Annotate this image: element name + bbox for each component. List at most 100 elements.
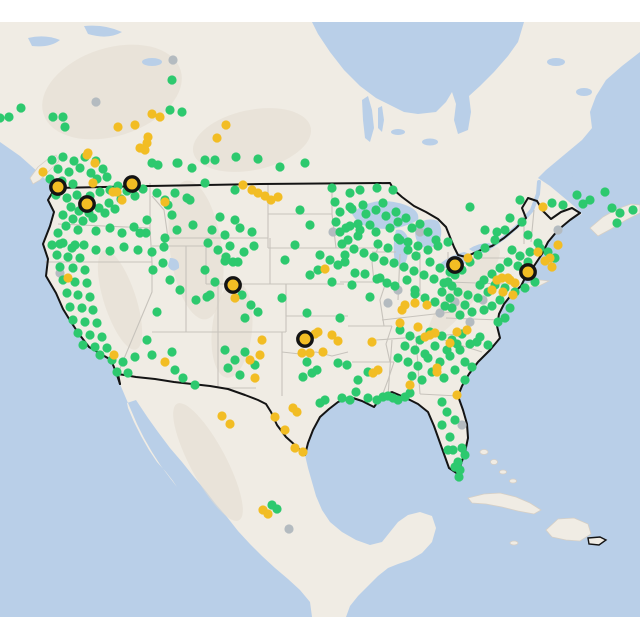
station-marker-green[interactable] [391, 207, 401, 217]
station-marker-green[interactable] [443, 237, 453, 247]
station-marker-green[interactable] [465, 202, 475, 212]
station-marker-green[interactable] [347, 204, 357, 214]
station-marker-green[interactable] [70, 277, 80, 287]
station-marker-yellow[interactable] [510, 278, 520, 288]
station-marker-yellow[interactable] [320, 264, 330, 274]
station-marker-green[interactable] [345, 221, 355, 231]
station-marker-green[interactable] [365, 292, 375, 302]
station-marker-green[interactable] [240, 347, 250, 357]
station-marker-gray[interactable] [383, 298, 393, 308]
station-marker-green[interactable] [68, 315, 78, 325]
station-marker-green[interactable] [160, 233, 170, 243]
station-marker-green[interactable] [335, 313, 345, 323]
station-marker-green[interactable] [249, 241, 259, 251]
station-marker-yellow[interactable] [445, 338, 455, 348]
station-marker-highlighted[interactable] [78, 195, 96, 213]
station-marker-green[interactable] [333, 358, 343, 368]
station-marker-green[interactable] [82, 278, 92, 288]
station-marker-green[interactable] [215, 212, 225, 222]
station-marker-green[interactable] [395, 325, 405, 335]
station-marker-green[interactable] [290, 240, 300, 250]
station-marker-yellow[interactable] [292, 407, 302, 417]
station-marker-green[interactable] [333, 260, 343, 270]
station-marker-green[interactable] [515, 195, 525, 205]
station-marker-yellow[interactable] [130, 120, 140, 130]
station-marker-green[interactable] [558, 200, 568, 210]
station-marker-green[interactable] [85, 292, 95, 302]
station-marker-yellow[interactable] [113, 122, 123, 132]
station-marker-yellow[interactable] [253, 188, 263, 198]
station-marker-green[interactable] [393, 233, 403, 243]
station-marker-green[interactable] [439, 373, 449, 383]
station-marker-yellow[interactable] [142, 138, 152, 148]
station-marker-green[interactable] [417, 375, 427, 385]
station-marker-yellow[interactable] [540, 256, 550, 266]
station-marker-yellow[interactable] [225, 419, 235, 429]
station-marker-green[interactable] [503, 257, 513, 267]
station-marker-green[interactable] [460, 300, 470, 310]
station-marker-green[interactable] [327, 277, 337, 287]
station-marker-green[interactable] [123, 368, 133, 378]
station-marker-yellow[interactable] [313, 327, 323, 337]
station-marker-green[interactable] [187, 163, 197, 173]
station-marker-green[interactable] [331, 217, 341, 227]
station-marker-green[interactable] [159, 242, 169, 252]
station-marker-green[interactable] [393, 217, 403, 227]
station-marker-green[interactable] [455, 345, 465, 355]
station-marker-yellow[interactable] [503, 273, 513, 283]
station-marker-green[interactable] [230, 355, 240, 365]
station-marker-green[interactable] [500, 313, 510, 323]
station-marker-yellow[interactable] [266, 195, 276, 205]
station-marker-green[interactable] [119, 242, 129, 252]
station-marker-green[interactable] [153, 160, 163, 170]
station-marker-green[interactable] [53, 164, 63, 174]
station-marker-green[interactable] [443, 445, 453, 455]
station-marker-green[interactable] [200, 178, 210, 188]
station-marker-green[interactable] [360, 269, 370, 279]
station-marker-green[interactable] [313, 265, 323, 275]
station-marker-green[interactable] [138, 184, 148, 194]
station-marker-green[interactable] [305, 270, 315, 280]
station-marker-yellow[interactable] [400, 300, 410, 310]
station-marker-green[interactable] [423, 245, 433, 255]
station-marker-green[interactable] [381, 211, 391, 221]
station-marker-green[interactable] [369, 252, 379, 262]
station-marker-green[interactable] [77, 303, 87, 313]
station-marker-green[interactable] [298, 372, 308, 382]
station-marker-green[interactable] [353, 375, 363, 385]
station-marker-green[interactable] [371, 205, 381, 215]
station-marker-green[interactable] [378, 198, 388, 208]
station-marker-yellow[interactable] [492, 275, 502, 285]
station-marker-green[interactable] [53, 228, 63, 238]
station-marker-green[interactable] [382, 278, 392, 288]
station-marker-green[interactable] [347, 280, 357, 290]
station-marker-green[interactable] [102, 172, 112, 182]
station-marker-green[interactable] [58, 152, 68, 162]
station-marker-green[interactable] [117, 228, 127, 238]
station-marker-green[interactable] [430, 341, 440, 351]
station-marker-yellow[interactable] [318, 347, 328, 357]
station-marker-yellow[interactable] [270, 412, 280, 422]
station-marker-green[interactable] [80, 317, 90, 327]
station-marker-green[interactable] [479, 305, 489, 315]
station-marker-green[interactable] [231, 152, 241, 162]
station-marker-green[interactable] [239, 247, 249, 257]
station-marker-green[interactable] [188, 220, 198, 230]
station-marker-green[interactable] [173, 158, 183, 168]
station-marker-green[interactable] [473, 293, 483, 303]
station-marker-green[interactable] [148, 265, 158, 275]
station-marker-yellow[interactable] [327, 330, 337, 340]
station-marker-green[interactable] [585, 195, 595, 205]
station-marker-green[interactable] [105, 246, 115, 256]
station-marker-green[interactable] [302, 357, 312, 367]
station-marker-yellow[interactable] [160, 197, 170, 207]
station-marker-green[interactable] [430, 297, 440, 307]
station-marker-green[interactable] [460, 375, 470, 385]
station-marker-green[interactable] [487, 301, 497, 311]
station-marker-green[interactable] [337, 393, 347, 403]
station-marker-green[interactable] [64, 167, 74, 177]
station-marker-green[interactable] [72, 190, 82, 200]
station-marker-green[interactable] [62, 288, 72, 298]
station-marker-green[interactable] [58, 210, 68, 220]
station-marker-green[interactable] [413, 241, 423, 251]
